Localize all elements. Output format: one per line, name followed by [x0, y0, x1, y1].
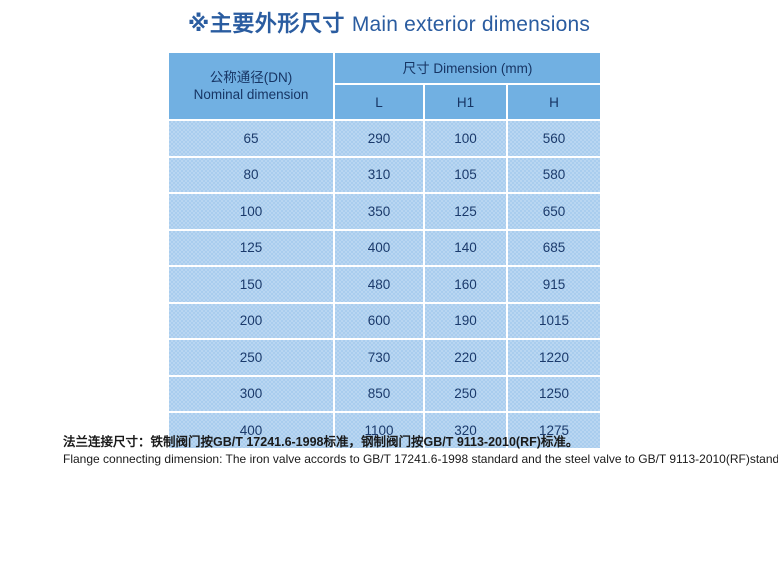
cell-H: 650: [508, 194, 600, 231]
table-row: 200 600 190 1015: [169, 303, 600, 340]
cell-H1: 320: [425, 413, 508, 448]
cell-dn: 65: [169, 121, 335, 158]
cell-H: 915: [508, 267, 600, 304]
cell-L: 290: [335, 121, 425, 158]
cell-L: 350: [335, 194, 425, 231]
cell-H1: 190: [425, 303, 508, 340]
table-row: 125 400 140 685: [169, 230, 600, 267]
cell-H1: 250: [425, 376, 508, 413]
cell-dn: 250: [169, 340, 335, 377]
cell-H: 1275: [508, 413, 600, 448]
cell-dn: 100: [169, 194, 335, 231]
cell-H: 685: [508, 231, 600, 267]
header-cell-dimension-group: 尺寸 Dimension (mm): [335, 53, 600, 85]
asterisk-marker-icon: ※: [187, 11, 210, 36]
table-body: 公称通径(DN) Nominal dimension 尺寸 Dimension …: [169, 53, 600, 448]
cell-L: 1100: [335, 413, 425, 448]
table-row: 100 350 125 650: [169, 194, 600, 231]
cell-H1: 140: [425, 230, 508, 267]
cell-dn: 300: [169, 376, 335, 413]
table-row: 80 310 105 580: [169, 157, 600, 194]
cell-H1: 220: [425, 340, 508, 377]
table-row: 300 850 250 1250: [169, 376, 600, 413]
table-header-row-2: L H1 H: [169, 85, 600, 121]
header-nominal-diameter-cn: 公称通径(DN): [209, 70, 293, 85]
footnote: 法兰连接尺寸：铁制阀门按GB/T 17241.6-1998标准，钢制阀门按GB/…: [63, 434, 778, 468]
cell-H: 1250: [508, 377, 600, 413]
cell-H: 580: [508, 158, 600, 194]
cell-H1: 105: [425, 157, 508, 194]
footnote-cn: 法兰连接尺寸：铁制阀门按GB/T 17241.6-1998标准，钢制阀门按GB/…: [63, 435, 579, 449]
dimensions-table-container: 公称通径(DN) Nominal dimension 尺寸 Dimension …: [169, 53, 600, 448]
cell-L: 480: [335, 267, 425, 304]
footnote-en: Flange connecting dimension: The iron va…: [63, 452, 778, 466]
cell-H: 560: [508, 121, 600, 158]
header-cell-H1: H1: [425, 85, 508, 121]
table-row: 150 480 160 915: [169, 267, 600, 304]
table-row: 65 290 100 560: [169, 121, 600, 158]
dimensions-table: 公称通径(DN) Nominal dimension 尺寸 Dimension …: [169, 53, 600, 448]
cell-dn: 150: [169, 267, 335, 304]
cell-H1: 100: [425, 121, 508, 158]
header-cell-H: H: [508, 85, 600, 121]
cell-H: 1015: [508, 304, 600, 340]
cell-H1: 160: [425, 267, 508, 304]
page-title: ※主要外形尺寸 Main exterior dimensions: [0, 6, 778, 38]
table-row: 250 730 220 1220: [169, 340, 600, 377]
cell-L: 730: [335, 340, 425, 377]
table-header-row-1: 公称通径(DN) Nominal dimension 尺寸 Dimension …: [169, 53, 600, 121]
cell-dn: 400: [169, 413, 335, 448]
cell-dn: 80: [169, 157, 335, 194]
cell-dn: 200: [169, 303, 335, 340]
cell-L: 310: [335, 157, 425, 194]
header-cell-nominal-diameter: 公称通径(DN) Nominal dimension: [169, 53, 335, 121]
cell-L: 850: [335, 376, 425, 413]
page-title-cn-text: 主要外形尺寸: [209, 11, 345, 36]
table-row: 400 1100 320 1275: [169, 413, 600, 448]
cell-L: 400: [335, 230, 425, 267]
header-nominal-diameter-en: Nominal dimension: [193, 87, 309, 102]
page-title-cn: ※主要外形尺寸: [188, 11, 345, 36]
header-cell-L: L: [335, 85, 425, 121]
cell-H1: 125: [425, 194, 508, 231]
page-title-en: Main exterior dimensions: [351, 13, 591, 36]
cell-L: 600: [335, 303, 425, 340]
cell-H: 1220: [508, 340, 600, 377]
cell-dn: 125: [169, 230, 335, 267]
